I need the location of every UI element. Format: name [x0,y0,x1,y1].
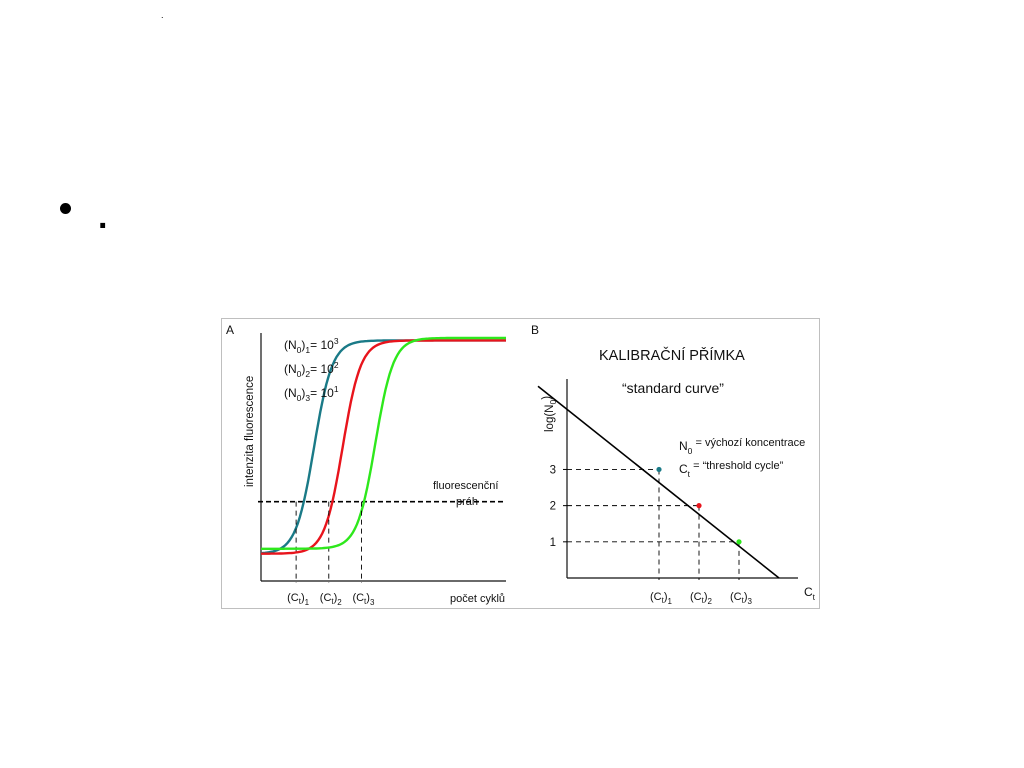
top-mark: . [161,10,164,20]
threshold-label-line1: fluorescenční [433,480,498,492]
ct-label-1: (Ct)1 [287,592,310,607]
amplification-curve-3 [261,336,506,550]
panel-b-ct-label-1: (Ct)1 [650,591,673,606]
bullet-list-item: . [60,200,260,234]
panel-b-x-axis-label: Ct [804,585,816,602]
ct-label-2: (Ct)2 [320,592,343,607]
ct-label-3: (Ct)3 [352,592,375,607]
panel-a-x-axis-label: počet cyklů [450,593,505,605]
standard-point-2 [696,503,702,509]
panel-b-y-tick-label-1: 1 [550,537,556,549]
panel-a-label: A [226,323,234,337]
panel-b-ct-label-2: (Ct)2 [690,591,713,606]
panel-b-title: KALIBRAČNÍ PŘÍMKA [599,347,745,364]
legend-entry-1: (N0)1= 103 [284,336,339,355]
panel-b-standard-curve-chart: B KALIBRAČNÍ PŘÍMKA “standard curve” log… [531,323,816,606]
panel-b-ct-label-3: (Ct)3 [730,591,753,606]
panel-b-y-axis-label-text: log(N0) [541,396,558,432]
qpcr-figure: A intenzita fluorescence počet cyklů flu… [221,318,820,609]
standard-point-3 [736,539,742,545]
panel-a-amplification-chart: A intenzita fluorescence počet cyklů flu… [226,323,506,607]
bullet-text: . [98,198,108,236]
standard-curve-line [537,385,780,579]
panel-b-y-tick-label-3: 3 [550,464,556,476]
note-ct-definition: Ct = “threshold cycle” [679,460,784,479]
panel-b-label: B [531,323,539,337]
legend-entry-3: (N0)3= 101 [284,384,339,403]
figure-canvas: A intenzita fluorescence počet cyklů flu… [226,323,816,607]
panel-b-x-axis-label-text: Ct [804,585,816,602]
panel-a-y-axis-label: intenzita fluorescence [244,376,256,487]
legend-entry-2: (N0)2= 102 [284,360,339,379]
amplification-curve-2 [261,339,506,555]
note-n0-definition: N0 = výchozí koncentrace [679,437,805,456]
panel-b-subtitle: “standard curve” [622,380,724,396]
bullet-icon [60,203,71,214]
panel-b-y-axis-label: log(N0) [541,396,558,432]
standard-point-1 [656,466,662,473]
panel-b-y-tick-label-2: 2 [550,501,556,513]
